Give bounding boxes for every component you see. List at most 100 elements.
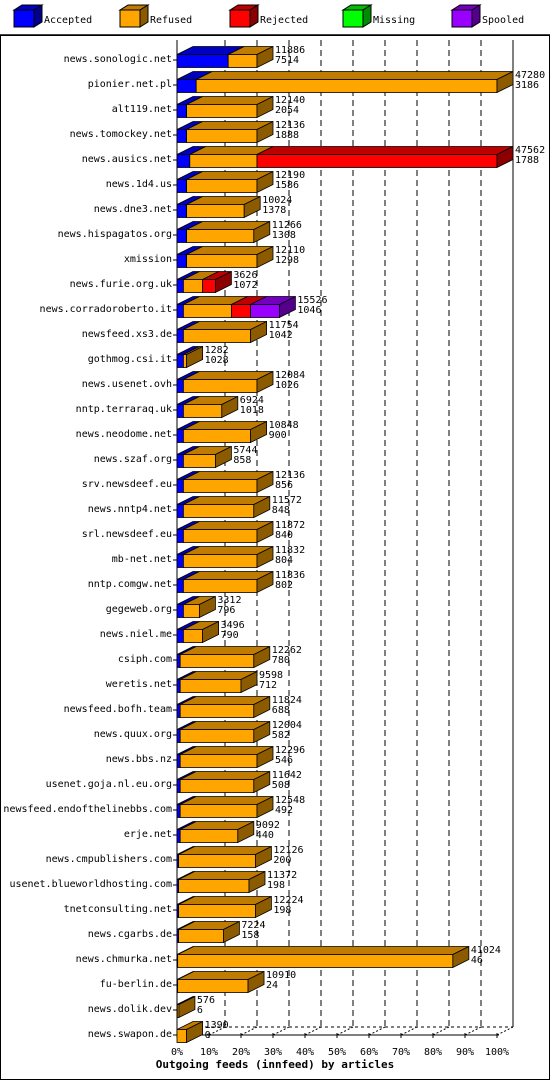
bar-side [247, 970, 265, 994]
bar-segment-top [177, 946, 470, 955]
value-label-offered: 6924 [240, 395, 264, 406]
value-label-offered: 7224 [241, 920, 265, 931]
value-label-accepted: 858 [233, 455, 251, 466]
legend-swatch [342, 9, 364, 28]
bar-segment [227, 54, 258, 68]
host-label: news.hispagatos.org [58, 229, 172, 240]
value-label-offered: 11836 [275, 570, 305, 581]
bar-side [256, 120, 274, 144]
value-label-offered: 11754 [269, 320, 299, 331]
value-label-offered: 12136 [275, 470, 305, 481]
value-label-offered: 12004 [272, 720, 302, 731]
bar-segment [176, 379, 184, 393]
bar-side [256, 795, 274, 819]
bar-segment [176, 504, 184, 518]
value-label-offered: 9092 [256, 820, 280, 831]
host-label: news.dolik.dev [88, 1004, 172, 1015]
value-label-offered: 11886 [275, 45, 305, 56]
bar-side [256, 170, 274, 194]
x-tick-depth [240, 1026, 258, 1036]
legend-swatch-side [249, 4, 259, 28]
legend-label: Accepted [44, 15, 92, 26]
value-label-accepted: 440 [256, 830, 274, 841]
value-label-accepted: 0 [205, 1030, 211, 1041]
host-label: usenet.goja.nl.eu.org [46, 779, 172, 790]
bar-segment [176, 804, 181, 818]
x-tick-depth [368, 1026, 386, 1036]
value-label-accepted: 198 [267, 880, 285, 891]
bar-segment [176, 554, 184, 568]
value-label-accepted: 46 [471, 955, 483, 966]
bar-side [253, 695, 271, 719]
value-label-offered: 3626 [233, 270, 257, 281]
bar-side [248, 870, 266, 894]
value-label-accepted: 712 [259, 680, 277, 691]
x-tick-label: 70% [392, 1047, 410, 1058]
bar-side [256, 545, 274, 569]
bar-segment [176, 79, 197, 93]
legend-swatch-side [362, 4, 372, 28]
value-label-accepted: 546 [275, 755, 293, 766]
bar-side [496, 145, 514, 169]
bar-segment [256, 154, 498, 168]
bar-side [256, 245, 274, 269]
value-label-accepted: 848 [272, 505, 290, 516]
host-label: news.corradoroberto.it [40, 304, 172, 315]
x-tick-depth [464, 1026, 482, 1036]
value-label-offered: 1282 [205, 345, 229, 356]
bar-segment-top [256, 146, 514, 155]
x-tick-label: 20% [232, 1047, 250, 1058]
x-tick-label: 50% [328, 1047, 346, 1058]
value-label-accepted: 6 [197, 1005, 203, 1016]
bar-segment [195, 79, 498, 93]
bar-side [253, 720, 271, 744]
bar-segment [176, 704, 181, 718]
x-tick-label: 90% [456, 1047, 474, 1058]
value-label-offered: 12084 [275, 370, 305, 381]
bar-segment [176, 629, 184, 643]
host-label: nntp.comgw.net [88, 579, 172, 590]
bar-segment [176, 604, 184, 618]
bar-segment [179, 779, 255, 793]
value-label-accepted: 688 [272, 705, 290, 716]
bar-segment [176, 204, 188, 218]
bar-segment [176, 279, 184, 293]
x-tick-label: 60% [360, 1047, 378, 1058]
value-label-offered: 12126 [273, 845, 303, 856]
host-label: news.niel.me [100, 629, 172, 640]
bar-segment [179, 729, 255, 743]
host-label: mb-net.net [112, 554, 172, 565]
host-label: tnetconsulting.net [64, 904, 172, 915]
bar-side [214, 445, 232, 469]
bar-segment [230, 304, 251, 318]
legend-label: Refused [150, 15, 192, 26]
legend-swatch [451, 9, 473, 28]
x-tick-label: 0% [171, 1047, 183, 1058]
bar-side [256, 95, 274, 119]
bar-side [496, 70, 514, 94]
legend-swatch-side [471, 4, 481, 28]
bar-segment [176, 779, 181, 793]
bar-segment [179, 829, 239, 843]
value-label-accepted: 1308 [272, 230, 296, 241]
bar-side [253, 770, 271, 794]
value-label-offered: 12140 [275, 95, 305, 106]
x-tick-depth [304, 1026, 322, 1036]
host-label: news.usenet.ovh [82, 379, 172, 390]
bar-segment [176, 229, 188, 243]
bar-segment [186, 229, 255, 243]
legend-swatch [229, 9, 251, 28]
bar-segment [178, 879, 250, 893]
host-label: gothmog.csi.it [88, 354, 172, 365]
x-tick-depth [208, 1026, 226, 1036]
bar-segment [176, 179, 188, 193]
bar-segment [182, 454, 216, 468]
legend-label: Rejected [260, 15, 308, 26]
bar-segment [182, 279, 203, 293]
bar-segment [176, 329, 184, 343]
value-label-offered: 3312 [217, 595, 241, 606]
value-label-offered: 47280 [515, 70, 545, 81]
bar-side [253, 645, 271, 669]
bar-side [452, 945, 470, 969]
value-label-offered: 47562 [515, 145, 545, 156]
